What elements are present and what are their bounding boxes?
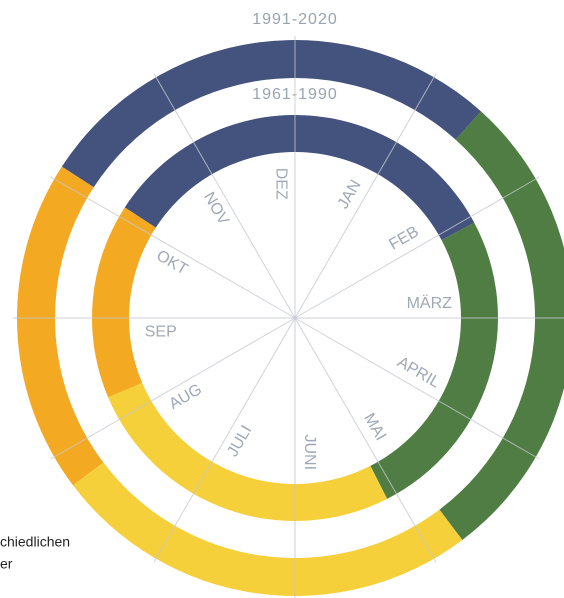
radial-line [294, 317, 437, 563]
month-label: DEZ [273, 168, 290, 200]
season-segment [16, 166, 104, 486]
radial-line [294, 317, 540, 460]
radial-line [153, 73, 296, 319]
radial-line [294, 176, 540, 319]
radial-line [294, 73, 437, 319]
month-label: MÄRZ [407, 294, 453, 312]
note-line: er [0, 556, 13, 572]
month-label: SEP [145, 323, 177, 340]
season-segment [124, 115, 475, 241]
month-label: AUG [166, 381, 205, 413]
month-label: JULI [224, 423, 255, 460]
month-label: APRIL [394, 354, 443, 392]
month-label: JAN [335, 177, 365, 212]
radial-line [153, 317, 296, 563]
season-segment [370, 222, 499, 499]
season-segment [439, 111, 564, 541]
radial-line [50, 176, 296, 319]
month-label: NOV [200, 189, 232, 228]
season-segment [92, 207, 156, 398]
season-segment [61, 39, 482, 188]
month-label: JUNI [301, 434, 318, 470]
month-label: FEB [386, 223, 421, 253]
note-line: chiedlichen [0, 534, 70, 550]
ring-label: 1991-2020 [252, 11, 338, 28]
season-segment [108, 382, 388, 521]
month-label: OKT [153, 247, 190, 278]
radial-line [50, 317, 296, 460]
season-segment [72, 462, 463, 596]
